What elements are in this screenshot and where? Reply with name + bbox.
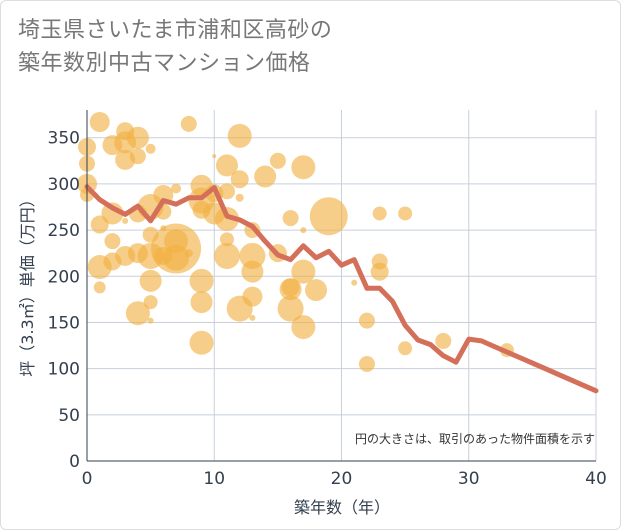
bubble-point-44 xyxy=(189,330,214,355)
bubble-point-72 xyxy=(291,315,316,340)
bubble-point-54 xyxy=(230,170,249,189)
bubble-point-76 xyxy=(358,312,375,329)
y-tick-label-200: 200 xyxy=(48,267,80,287)
x-tick-label-30: 30 xyxy=(458,469,480,489)
bubble-point-42 xyxy=(189,268,214,293)
bubble-point-81 xyxy=(398,206,413,221)
bubble-point-16 xyxy=(122,217,129,224)
y-tick-label-0: 0 xyxy=(69,452,80,472)
y-tick-label-350: 350 xyxy=(48,129,80,149)
bubble-size-note: 円の大きさは、取引のあった物件面積を示す xyxy=(355,431,595,446)
y-tick-label-100: 100 xyxy=(48,360,80,380)
chart-title-line-2: 築年数別中古マンション価格 xyxy=(18,51,311,76)
chart-title: 埼玉県さいたま市浦和区高砂の 築年数別中古マンション価格 xyxy=(18,14,332,80)
bubble-point-58 xyxy=(239,242,266,269)
bubble-point-68 xyxy=(277,295,304,322)
bubble-point-43 xyxy=(190,291,213,314)
bubble-point-18 xyxy=(129,148,146,165)
x-tick-label-0: 0 xyxy=(82,469,93,489)
bubble-point-70 xyxy=(300,227,307,234)
bubble-point-53 xyxy=(227,123,252,148)
bubble-point-26 xyxy=(139,269,162,292)
bubble-point-61 xyxy=(249,314,256,321)
bubble-point-62 xyxy=(254,165,277,188)
bubble-point-50 xyxy=(214,206,239,231)
axes xyxy=(86,110,596,462)
bubble-point-60 xyxy=(242,286,263,307)
bubble-point-4 xyxy=(89,112,110,133)
x-axis-title: 築年数（年） xyxy=(294,498,390,517)
grid xyxy=(86,110,597,462)
bubble-point-28 xyxy=(147,317,154,324)
bubble-point-77 xyxy=(358,356,375,373)
bubble-point-74 xyxy=(309,197,348,236)
y-tick-label-150: 150 xyxy=(48,313,80,333)
trend-line-series xyxy=(84,184,599,394)
average-price-line xyxy=(84,184,599,394)
bubble-point-49 xyxy=(218,183,235,200)
bubble-point-36 xyxy=(163,244,190,271)
bubble-point-51 xyxy=(219,232,234,247)
y-tick-label-250: 250 xyxy=(48,221,80,241)
bubble-point-21 xyxy=(125,301,150,326)
bubble-point-71 xyxy=(291,259,316,284)
bubble-point-69 xyxy=(291,155,316,180)
bubble-point-52 xyxy=(213,242,240,269)
bubble-point-22 xyxy=(145,143,156,154)
bubble-point-73 xyxy=(305,279,328,302)
x-tick-label-20: 20 xyxy=(331,469,353,489)
bubble-point-37 xyxy=(180,115,197,132)
chart-title-line-1: 埼玉県さいたま市浦和区高砂の xyxy=(18,18,333,43)
bubble-point-10 xyxy=(104,233,121,250)
bubble-point-63 xyxy=(269,152,286,169)
bubble-point-80 xyxy=(370,262,389,281)
bubble-point-82 xyxy=(398,341,413,356)
bubble-point-48 xyxy=(215,154,238,177)
bubble-point-47 xyxy=(212,154,217,159)
bubble-point-17 xyxy=(126,126,149,149)
bubble-point-7 xyxy=(93,281,106,294)
bubble-series xyxy=(77,112,514,373)
bubble-point-83 xyxy=(435,332,452,349)
x-tick-label-40: 40 xyxy=(585,469,607,489)
y-tick-label-300: 300 xyxy=(48,175,80,195)
bubble-point-59 xyxy=(241,260,264,283)
y-tick-label-50: 50 xyxy=(58,406,80,426)
x-tick-label-10: 10 xyxy=(203,469,225,489)
bubble-point-33 xyxy=(171,183,182,194)
bubble-point-55 xyxy=(235,193,244,202)
tick-labels: 0 10 20 30 40 0 50 100 150 200 250 300 350 xyxy=(48,129,607,489)
bubble-point-67 xyxy=(279,278,302,301)
bubble-point-78 xyxy=(372,206,387,221)
y-axis-title: 坪（3.3㎡）単価（万円） xyxy=(18,191,37,376)
bubble-point-27 xyxy=(143,295,158,310)
bubble-point-65 xyxy=(282,210,299,227)
bubble-point-75 xyxy=(351,279,358,286)
bubble-point-38 xyxy=(184,249,193,258)
